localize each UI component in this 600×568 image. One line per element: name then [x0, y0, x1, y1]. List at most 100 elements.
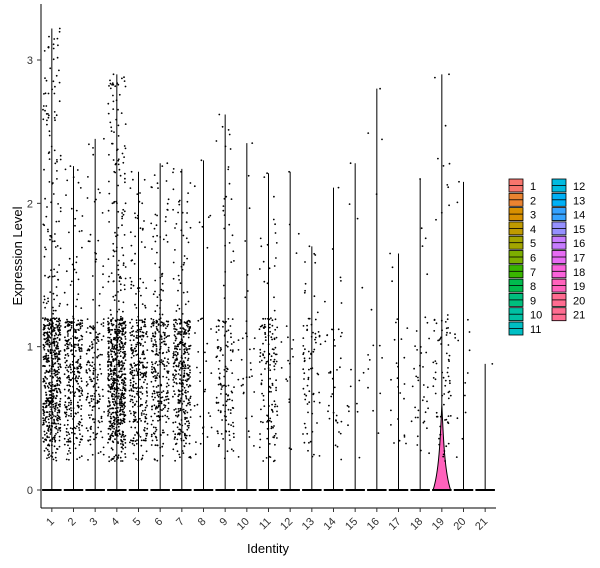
cell-point	[68, 458, 70, 461]
cell-point	[74, 377, 77, 380]
cell-point	[268, 455, 271, 458]
cell-point	[113, 131, 115, 134]
cell-point	[50, 367, 53, 370]
cell-point	[166, 202, 169, 205]
cell-point	[42, 317, 44, 320]
cell-point	[447, 358, 450, 361]
cell-point	[182, 383, 185, 385]
cell-point	[54, 408, 57, 410]
cell-point	[46, 119, 48, 122]
cell-point	[59, 158, 62, 161]
cell-point	[98, 407, 100, 410]
cell-point	[152, 426, 155, 429]
cell-point	[187, 336, 190, 339]
cell-point	[134, 252, 137, 255]
cell-point	[172, 356, 175, 359]
cell-point	[80, 380, 83, 383]
cell-point	[163, 368, 166, 370]
cell-point	[96, 321, 99, 324]
cell-point	[115, 246, 118, 249]
cell-point	[226, 398, 229, 401]
cell-point	[52, 322, 54, 325]
cell-point	[274, 405, 276, 408]
cell-point	[189, 403, 191, 406]
cell-point	[123, 373, 125, 376]
cell-point	[58, 318, 60, 321]
cell-point	[45, 371, 48, 373]
cell-point	[134, 434, 136, 436]
cell-point	[237, 378, 240, 381]
cell-point	[135, 458, 137, 460]
cell-point	[74, 217, 77, 220]
cell-point	[44, 109, 46, 112]
cell-point	[310, 335, 313, 338]
cell-point	[77, 422, 80, 425]
cell-point	[110, 313, 112, 316]
cell-point	[45, 406, 48, 408]
cell-point	[258, 446, 261, 449]
cell-point	[143, 381, 145, 384]
cell-point	[114, 372, 116, 375]
cell-point	[57, 203, 59, 205]
cell-point	[370, 308, 373, 311]
cell-point	[241, 337, 244, 340]
cell-point	[135, 387, 138, 390]
cell-point	[187, 300, 190, 303]
cell-point	[269, 386, 272, 389]
cell-point	[181, 367, 184, 370]
cell-point	[118, 280, 121, 283]
cell-point	[49, 381, 51, 384]
cell-point	[123, 322, 125, 325]
cell-point	[419, 178, 421, 180]
x-tick-label: 16	[365, 516, 382, 533]
cell-point	[177, 395, 180, 398]
cell-point	[56, 37, 59, 40]
cell-point	[92, 367, 95, 370]
cell-point	[59, 365, 61, 367]
cell-point	[45, 391, 47, 394]
cell-point	[267, 415, 270, 418]
cell-point	[249, 348, 251, 351]
cell-point	[180, 363, 183, 366]
cell-point	[309, 440, 312, 443]
cell-point	[324, 340, 327, 343]
cell-point	[53, 298, 55, 301]
cell-point	[52, 193, 55, 195]
cell-point	[88, 361, 91, 364]
cell-point	[133, 374, 136, 377]
cell-point	[58, 305, 61, 307]
cell-point	[150, 337, 153, 340]
cell-point	[64, 395, 67, 397]
cell-point	[67, 354, 70, 357]
cell-point	[91, 347, 93, 350]
cell-point	[145, 331, 148, 333]
cell-point	[122, 420, 125, 423]
cell-point	[55, 220, 58, 223]
cell-point	[53, 389, 56, 391]
cell-point	[123, 362, 126, 365]
cell-point	[58, 338, 61, 341]
cell-point	[225, 385, 227, 388]
cell-point	[187, 364, 189, 366]
cell-point	[46, 444, 49, 447]
cell-point	[119, 330, 122, 333]
cell-point	[273, 309, 276, 312]
cell-point	[138, 364, 141, 366]
cell-point	[153, 432, 156, 435]
cell-point	[77, 181, 80, 184]
cell-point	[112, 280, 115, 283]
cell-point	[79, 399, 81, 401]
cell-point	[44, 197, 46, 200]
cell-point	[97, 354, 100, 357]
cell-point	[173, 342, 175, 344]
cell-point	[448, 354, 451, 357]
cell-point	[66, 343, 69, 346]
cell-point	[44, 338, 46, 341]
cell-point	[273, 265, 276, 267]
cell-point	[122, 356, 125, 359]
cell-point	[209, 214, 212, 217]
cell-point	[183, 374, 186, 377]
cell-point	[411, 385, 414, 388]
cell-point	[108, 420, 111, 423]
